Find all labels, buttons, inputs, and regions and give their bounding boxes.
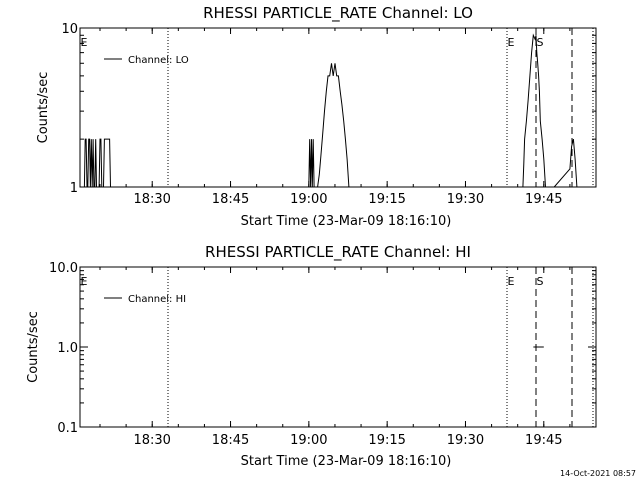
- legend-label: Channel: LO: [128, 55, 189, 66]
- x-tick-label: 19:00: [290, 192, 327, 207]
- y-axis-label: Counts/sec: [26, 311, 41, 383]
- panel-hi: RHESSI PARTICLE_RATE Channel: HI 18:30 18:…: [26, 243, 597, 469]
- y-tick-label: 1.0: [57, 341, 78, 356]
- x-tick-label: 18:45: [212, 192, 249, 207]
- x-tick-label: 18:30: [133, 192, 170, 207]
- x-axis-label: Start Time (23-Mar-09 18:16:10): [241, 454, 452, 469]
- x-tick-label: 19:00: [290, 433, 327, 448]
- x-tick-label: 19:45: [525, 433, 562, 448]
- marker-label: E: [508, 36, 515, 49]
- x-tick-label: 19:30: [447, 433, 484, 448]
- series-line: [83, 33, 578, 188]
- x-tick-label: 19:15: [368, 433, 405, 448]
- marker-label: E: [81, 36, 88, 49]
- x-axis-label: Start Time (23-Mar-09 18:16:10): [241, 214, 452, 229]
- marker-label: E: [81, 275, 88, 288]
- x-tick-label: 19:45: [525, 192, 562, 207]
- panel-lo: RHESSI PARTICLE_RATE Channel: LO 18:30 18:…: [36, 4, 597, 229]
- marker-label: S: [537, 275, 544, 288]
- marker-label: E: [508, 275, 515, 288]
- chart-title: RHESSI PARTICLE_RATE Channel: HI: [205, 243, 471, 262]
- marker-label: S: [537, 36, 544, 49]
- plot-frame: [79, 266, 597, 428]
- x-tick-label: 18:30: [133, 433, 170, 448]
- legend-label: Channel: HI: [128, 294, 186, 305]
- y-tick-label: 10: [61, 22, 78, 37]
- y-axis-label: Counts/sec: [36, 72, 51, 144]
- x-tick-label: 19:30: [447, 192, 484, 207]
- plot-frame: [79, 27, 597, 188]
- chart-title: RHESSI PARTICLE_RATE Channel: LO: [203, 4, 473, 23]
- x-tick-label: 18:45: [212, 433, 249, 448]
- y-tick-label: 10.0: [49, 261, 78, 276]
- y-tick-label: 0.1: [57, 421, 78, 436]
- y-tick-label: 1: [70, 181, 78, 196]
- x-tick-label: 19:15: [368, 192, 405, 207]
- timestamp: 14-Oct-2021 08:57: [560, 469, 636, 478]
